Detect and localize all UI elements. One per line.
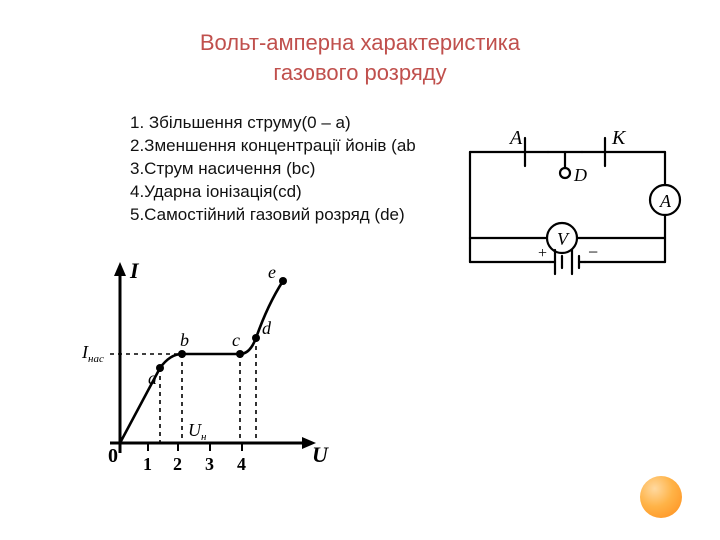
stages-list: 1. Збільшення струму(0 – a) 2.Зменшення … [130,112,416,227]
pt-b: b [180,330,189,350]
label-K: K [611,130,627,149]
title-line-1: Вольт-амперна характеристика [200,30,520,55]
axis-U: U [312,442,329,467]
tick-2: 2 [173,454,182,474]
label-Isat: Iнас [81,342,104,365]
iv-graph: a b c d e I U 0 Iнас Uн 1 2 3 4 [80,258,330,493]
label-A: A [508,130,523,149]
tick-4: 4 [237,454,246,474]
pt-c: c [232,330,240,350]
list-item: 5.Самостійний газовий розряд (de) [130,204,416,227]
list-item: 1. Збільшення струму(0 – a) [130,112,416,135]
tick-3: 3 [205,454,214,474]
pt-e: e [268,262,276,282]
pt-a: a [148,368,157,388]
label-V: V [557,229,570,249]
list-item: 2.Зменшення концентрації йонів (ab [130,135,416,158]
slide-title: Вольт-амперна характеристика газового ро… [0,28,720,87]
pt-d: d [262,318,272,338]
slide-number-orb [640,476,682,518]
circuit-diagram: A K D V A + − [450,130,685,285]
label-D: D [573,165,587,185]
axis-origin: 0 [108,445,118,467]
tick-1: 1 [143,454,152,474]
list-item: 3.Струм насичення (bc) [130,158,416,181]
label-minus: − [588,242,598,262]
list-item: 4.Ударна іонізація(cd) [130,181,416,204]
label-Usat: Uн [188,420,207,443]
axis-I: I [129,258,140,283]
label-plus: + [538,245,547,262]
title-line-2: газового розряду [273,60,446,85]
label-A-meter: A [659,191,672,211]
